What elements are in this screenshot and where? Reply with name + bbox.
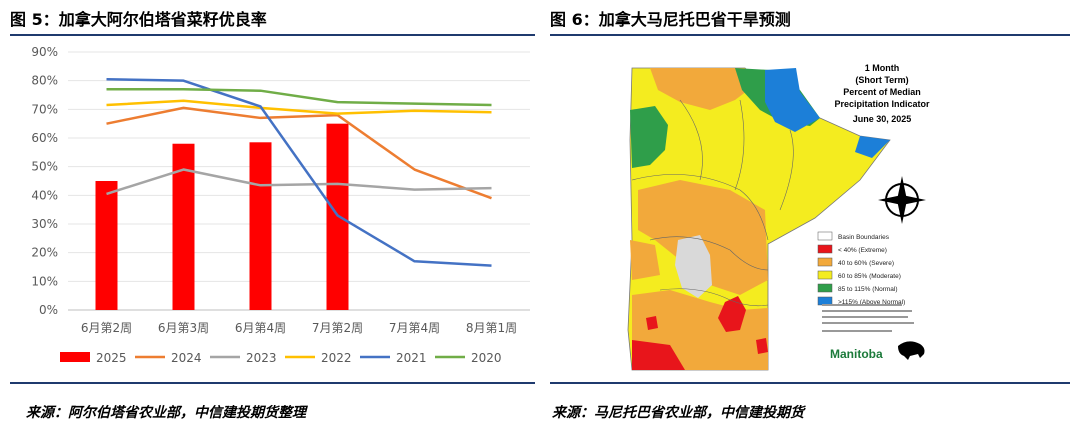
y-tick-label: 30%: [31, 217, 58, 231]
map-zone-severe-north: [650, 68, 755, 110]
left-title-rule: [10, 34, 535, 36]
map-zone-extreme-west-dot: [646, 316, 658, 330]
map-legend-swatch: [817, 296, 833, 306]
left-bottom-rule: [10, 382, 535, 384]
line-series-2020: [106, 88, 492, 107]
map-credits: [822, 304, 914, 332]
right-bottom-rule: [550, 382, 1070, 384]
map-zone-severe-west: [630, 240, 660, 280]
map-legend-swatch: [817, 270, 833, 280]
x-tick-label: 7月第2周: [312, 321, 363, 335]
y-tick-label: 50%: [31, 160, 58, 174]
compass-emblem: [878, 176, 926, 224]
map-legend-label: Basin Boundaries: [838, 234, 890, 241]
map-legend-label: < 40% (Extreme): [838, 247, 887, 254]
y-tick-label: 60%: [31, 131, 58, 145]
y-tick-label: 40%: [31, 188, 58, 202]
drought-map-figure: 1 Month (Short Term) Percent of Median P…: [627, 63, 930, 371]
map-legend-label: >115% (Above Normal): [838, 299, 905, 306]
legend-swatch-2025: [60, 352, 90, 362]
map-zone-extreme-southwest: [632, 340, 685, 370]
bar-2025-1: [172, 143, 195, 310]
map-legend-swatch: [817, 257, 833, 267]
x-tick-label: 7月第4周: [389, 321, 440, 335]
legend-label-2024: 2024: [171, 351, 202, 365]
left-source-note: 来源：阿尔伯塔省农业部，中信建投期货整理: [26, 405, 306, 421]
legend-label-2021: 2021: [396, 351, 427, 365]
x-tick-label: 8月第1周: [466, 321, 517, 335]
right-panel-title: 图 6：加拿大马尼托巴省干旱预测: [550, 10, 791, 29]
y-tick-label: 80%: [31, 74, 58, 88]
y-tick-label: 10%: [31, 274, 58, 288]
map-title-line-3: Percent of Median: [843, 87, 921, 97]
legend-label-2025: 2025: [96, 351, 127, 365]
manitoba-logo: Manitoba: [830, 347, 883, 361]
map-legend-swatch: [817, 283, 833, 293]
line-series-2021: [106, 77, 492, 267]
y-tick-label: 0%: [39, 303, 58, 317]
line-series-2024: [106, 106, 492, 200]
x-tick-label: 6月第4周: [235, 321, 286, 335]
bar-2025-0: [95, 181, 118, 310]
map-zone-severe-central: [638, 180, 768, 295]
map-legend: Basin Boundaries < 40% (Extreme) 40 to 60%…: [817, 231, 905, 306]
manitoba-drought-map: 1 Month (Short Term) Percent of Median P…: [560, 40, 1050, 380]
map-basin-boundaries: [631, 99, 794, 307]
canola-condition-chart: 0% 10% 20% 30% 40% 50% 60% 70% 80% 90% 6月第2周 6月第3周 6…: [31, 45, 530, 365]
map-zone-extreme-east-dot: [756, 338, 768, 354]
x-tick-label: 6月第3周: [158, 321, 209, 335]
map-legend-swatch: [817, 244, 833, 254]
map-title-line-1: 1 Month: [865, 63, 900, 73]
map-title-line-5: June 30, 2025: [853, 114, 912, 124]
line-series-2022: [106, 99, 492, 115]
map-zone-gray: [675, 235, 712, 298]
legend-label-2023: 2023: [246, 351, 277, 365]
bison-icon: [898, 341, 925, 360]
map-title-line-2: (Short Term): [855, 75, 908, 85]
right-title-rule: [550, 34, 1070, 36]
map-zone-above-east: [855, 136, 890, 158]
x-tick-label: 6月第2周: [81, 321, 132, 335]
legend-label-2020: 2020: [471, 351, 502, 365]
map-title-line-4: Precipitation Indicator: [834, 99, 930, 109]
map-legend-label: 40 to 60% (Severe): [838, 260, 894, 267]
map-zone-above-northeast: [765, 68, 820, 132]
map-legend-label: 85 to 115% (Normal): [838, 286, 898, 293]
y-tick-label: 90%: [31, 45, 58, 59]
map-zone-normal-west: [630, 106, 668, 168]
y-tick-label: 70%: [31, 102, 58, 116]
bar-2025-2: [249, 142, 272, 310]
right-source-note: 来源：马尼托巴省农业部，中信建投期货: [552, 405, 804, 421]
map-legend-swatch: [817, 231, 833, 241]
map-legend-label: 60 to 85% (Moderate): [838, 273, 901, 280]
line-series-2023: [106, 168, 492, 196]
map-zone-extreme-central-south: [718, 296, 746, 332]
left-panel-title: 图 5：加拿大阿尔伯塔省菜籽优良率: [10, 10, 267, 29]
legend-label-2022: 2022: [321, 351, 352, 365]
y-tick-label: 20%: [31, 246, 58, 260]
